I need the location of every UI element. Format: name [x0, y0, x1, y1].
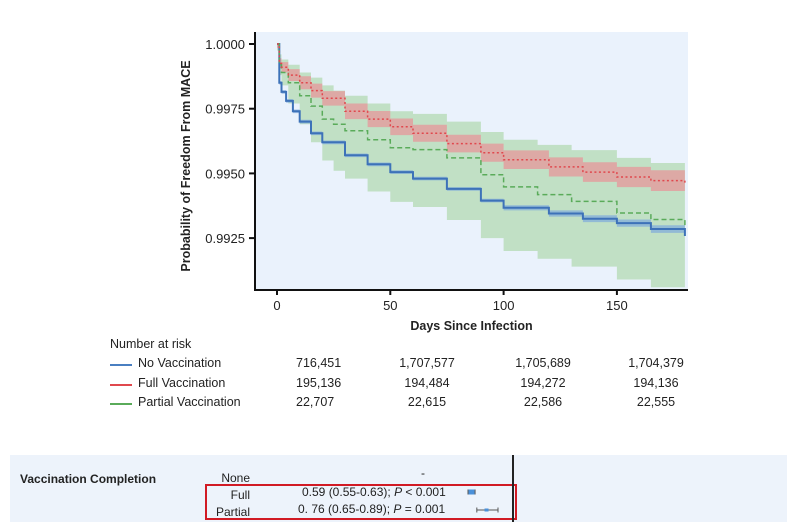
group-label-full: Full — [230, 488, 250, 502]
ci-band-full-vaccination — [277, 44, 685, 195]
curve-no-vaccination — [277, 43, 686, 236]
risk-count: 1,707,577 — [399, 356, 455, 370]
forest-plot-panel: Vaccination Completion None Full Partial… — [10, 455, 787, 522]
highlight-box — [205, 484, 517, 520]
risk-count: 194,272 — [520, 375, 566, 390]
x-tick-label: 150 — [606, 298, 628, 313]
estimate-full-p: < 0.001 — [402, 485, 446, 499]
y-axis-ticks: 1.0000 0.9975 0.9950 0.9925 — [205, 37, 255, 246]
curve-partial-vaccination — [277, 43, 686, 227]
estimate-full: 0.59 (0.55-0.63); P < 0.001 — [302, 485, 446, 499]
risk-row-full-vaccination: Full Vaccination 195,136 194,484 194,272 194… — [110, 376, 710, 394]
x-tick-label: 50 — [383, 298, 397, 313]
y-tick-label: 0.9950 — [205, 166, 245, 181]
risk-row-partial-vaccination: Partial Vaccination 22,707 22,615 22,586 22,… — [110, 395, 710, 413]
number-at-risk-title: Number at risk — [110, 337, 192, 351]
curve-full-vaccination — [277, 43, 686, 184]
legend-label: No Vaccination — [138, 356, 222, 370]
estimate-none: - — [421, 466, 425, 480]
x-tick-label: 100 — [493, 298, 515, 313]
x-tick-label: 0 — [273, 298, 280, 313]
risk-row-no-vaccination: No Vaccination 716,451 1,707,577 1,705,689 1… — [110, 356, 710, 374]
y-tick-label: 0.9925 — [205, 231, 245, 246]
risk-count: 716,451 — [296, 356, 342, 370]
risk-count: 1,705,689 — [515, 356, 571, 370]
estimate-partial-hr: 0. 76 (0.65-0.89); — [298, 502, 394, 516]
legend-label: Full Vaccination — [138, 375, 226, 390]
y-tick-label: 0.9975 — [205, 102, 245, 117]
risk-count: 1,704,379 — [628, 356, 684, 370]
risk-count: 22,707 — [296, 395, 335, 409]
risk-count: 194,136 — [633, 375, 679, 390]
p-label: P — [394, 485, 403, 499]
forest-markers — [467, 489, 499, 513]
group-label-none: None — [221, 471, 250, 485]
risk-count: 22,615 — [407, 395, 447, 409]
estimate-partial-p: = 0.001 — [401, 502, 446, 516]
hr-marker — [484, 508, 489, 512]
risk-count: 194,484 — [404, 375, 450, 390]
legend-swatch — [110, 383, 132, 386]
estimate-full-hr: 0.59 (0.55-0.63); — [302, 485, 395, 499]
legend-swatch — [110, 403, 132, 405]
x-axis-title: Days Since Infection — [410, 319, 532, 333]
risk-count: 22,555 — [636, 395, 676, 409]
survival-curves — [277, 43, 686, 236]
row-title: Vaccination Completion — [20, 472, 157, 486]
x-axis-ticks: 0 50 100 150 — [273, 290, 628, 313]
p-label: P — [393, 502, 402, 516]
km-chart: 1.0000 0.9975 0.9950 0.9925 0 50 100 150 Proba… — [179, 32, 688, 333]
estimate-partial: 0. 76 (0.65-0.89); P = 0.001 — [298, 502, 445, 516]
reference-line — [512, 455, 514, 522]
y-axis-title: Probability of Freedom From MACE — [179, 60, 193, 271]
legend-label: Partial Vaccination — [138, 395, 241, 409]
legend-swatch — [110, 364, 132, 366]
y-tick-label: 1.0000 — [205, 37, 245, 52]
hr-marker — [468, 489, 475, 495]
risk-count: 22,586 — [523, 395, 563, 409]
risk-count: 195,136 — [296, 375, 342, 390]
group-label-partial: Partial — [215, 505, 250, 519]
